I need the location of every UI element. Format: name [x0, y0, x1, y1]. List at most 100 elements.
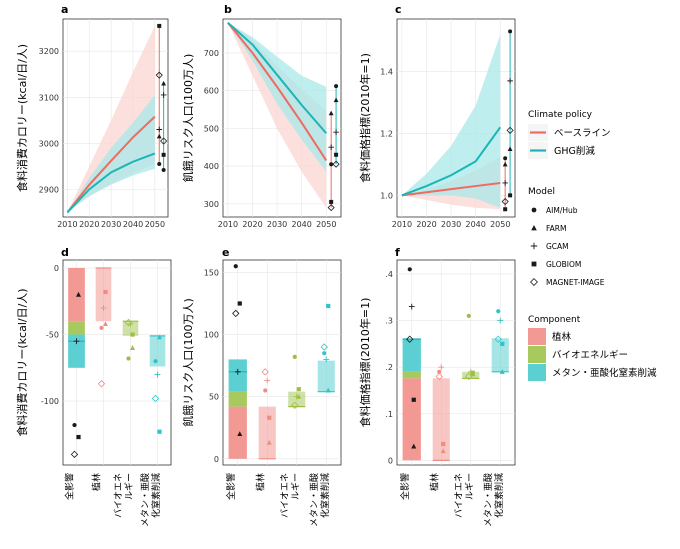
category-label: 植林	[254, 473, 266, 491]
y-tick-label: 600	[204, 87, 219, 96]
triangle-marker	[325, 387, 331, 393]
x-tick-label: 2050	[490, 220, 510, 229]
plus-marker	[328, 144, 334, 151]
triangle-marker	[156, 133, 162, 139]
category-label: ルギー	[290, 473, 301, 500]
category-label: 植林	[91, 473, 103, 491]
square-marker	[470, 370, 475, 375]
square-marker	[103, 289, 108, 295]
series-line	[401, 181, 501, 197]
x-tick-label: 2050	[316, 220, 336, 229]
plus-marker	[100, 305, 107, 311]
plus-icon	[530, 242, 538, 250]
triangle-marker	[157, 334, 162, 340]
diamond-marker	[291, 401, 299, 410]
bar-segment-bioenergy	[122, 321, 139, 336]
y-tick-label: 400	[204, 162, 219, 171]
legend-methane-label: メタン・亜酸化窒素削減	[552, 367, 657, 379]
diamond-marker	[494, 335, 502, 343]
square-marker	[237, 301, 242, 306]
bar-segment-methane	[149, 335, 166, 367]
y-tick-label: 300	[204, 200, 219, 209]
y-tick-label: 3200	[39, 47, 59, 56]
legend-baseline-label: ベースライン	[554, 128, 611, 139]
diamond-marker	[406, 335, 414, 343]
diamond-marker	[160, 137, 168, 145]
x-tick-label: 2030	[267, 220, 287, 229]
plus-marker	[154, 371, 161, 378]
diamond-marker	[435, 372, 443, 381]
legend-model-aim-label: AIM/Hub	[546, 206, 578, 215]
bar-segment-afforestation	[432, 378, 450, 461]
triangle-marker	[161, 80, 167, 86]
uncertainty-band	[67, 94, 155, 213]
panel-label: d	[61, 246, 69, 259]
triangle-marker	[130, 345, 135, 350]
y-tick-label: -100	[41, 397, 59, 406]
plus-marker	[497, 317, 504, 324]
plus-marker	[507, 78, 513, 84]
diamond-icon	[530, 278, 538, 286]
y-tick-label: .1	[385, 410, 393, 419]
circle-marker	[407, 267, 412, 272]
y-axis-label: 飢餓リスク人口(100万人)	[181, 54, 195, 183]
category-label: ルギー	[464, 473, 475, 500]
circle-marker	[292, 354, 297, 360]
square-marker	[411, 397, 416, 402]
diamond-marker	[465, 372, 473, 381]
y-tick-label: 50	[209, 393, 219, 402]
category-label: 化窒素削減	[150, 473, 162, 518]
circle-marker	[322, 351, 327, 356]
legend-bioenergy-label: バイオエネルギー	[552, 350, 628, 361]
y-tick-label: 700	[204, 49, 219, 58]
legend-model-globiom-label: GLOBIOM	[546, 260, 581, 269]
circle-marker	[233, 264, 238, 269]
square-marker	[130, 332, 135, 337]
bar-segment-afforestation	[402, 378, 421, 461]
y-tick-label: 150	[204, 268, 219, 277]
x-tick-label: 2040	[291, 220, 311, 229]
uncertainty-band	[227, 22, 327, 208]
category-label: 化窒素削減	[493, 473, 505, 518]
legend-model-gcam-label: GCAM	[546, 242, 569, 251]
circle-marker	[466, 313, 471, 319]
panel-label: b	[224, 3, 232, 16]
y-tick-label: 0	[54, 264, 59, 273]
circle-icon	[531, 207, 537, 213]
y-axis-label: 食料価格指標(2010年=1)	[358, 53, 372, 183]
diamond-marker	[97, 380, 106, 388]
y-tick-label: .3	[385, 317, 393, 326]
legend-bioenergy-swatch	[528, 346, 546, 363]
panel-label: c	[395, 3, 402, 16]
plus-marker	[438, 364, 445, 371]
square-marker	[326, 303, 331, 309]
circle-marker	[496, 309, 501, 314]
category-label: 全影響	[225, 473, 237, 500]
circle-marker	[157, 162, 162, 167]
x-tick-label: 2020	[242, 220, 262, 229]
circle-marker	[508, 29, 513, 34]
bar-segment-bioenergy	[228, 391, 247, 407]
legend-model-farm-label: FARM	[546, 224, 566, 233]
category-label: 植林	[428, 473, 440, 491]
y-tick-label: 3000	[39, 139, 59, 148]
diamond-marker	[332, 160, 340, 168]
category-label: バイオエネ	[279, 473, 290, 518]
circle-marker	[329, 162, 334, 167]
legend-component-title: Component	[528, 315, 581, 325]
triangle-marker	[333, 97, 339, 103]
circle-marker	[437, 369, 442, 374]
diamond-marker	[320, 343, 328, 351]
plus-marker	[293, 393, 300, 400]
square-marker	[508, 193, 513, 198]
circle-marker	[503, 156, 508, 161]
panel-e: e 飢餓リスク人口(100万人) 0 50 100 150 全影響 植林 バイオエネ ルギー メタン…	[181, 246, 342, 527]
panel-f: f 食料価格指標(2010年=1) 0 .1 .2 .3 .4 全影響 植林 バイオエネ ルギー メタ…	[358, 246, 516, 527]
y-axis-label: 食料価格指標(2010年=1)	[358, 298, 372, 428]
diamond-marker	[124, 318, 133, 327]
series-line	[66, 115, 156, 214]
x-tick-label: 2010	[57, 220, 77, 229]
legend-climate-title: Climate policy	[528, 110, 593, 120]
plus-marker	[234, 368, 241, 375]
y-axis-label: 飢餓リスク人口(100万人)	[181, 298, 195, 427]
